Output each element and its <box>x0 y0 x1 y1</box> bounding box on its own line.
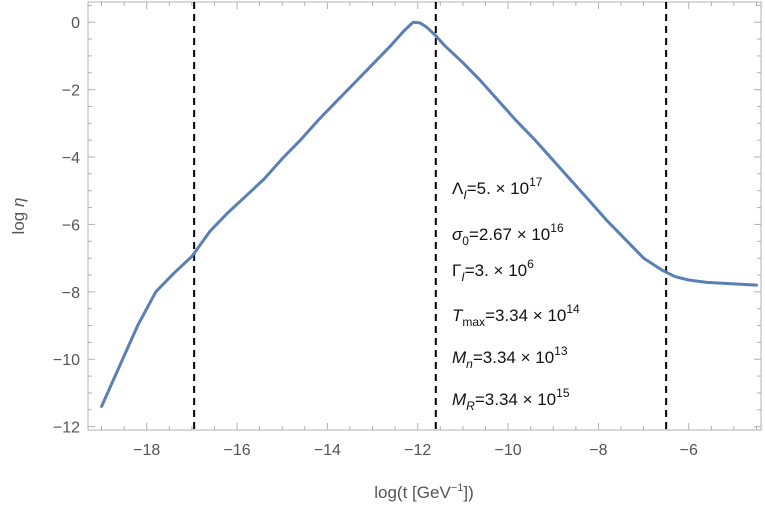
y-tick-label: −2 <box>62 83 80 100</box>
annotation-mr: MR=3.34 × 1015 <box>452 386 570 413</box>
x-tick-label: −6 <box>680 442 698 459</box>
annotation-lambda: ΛI=5. × 1017 <box>452 175 543 202</box>
y-tick-label: −10 <box>53 352 80 369</box>
x-tick-label: −18 <box>133 442 160 459</box>
parameter-annotations: ΛI=5. × 1017 σ0=2.67 × 1016 ΓI=3. × 106 … <box>452 175 580 413</box>
y-tick-label: −4 <box>62 150 80 167</box>
x-tick-label: −14 <box>314 442 341 459</box>
x-tick-label: −12 <box>404 442 431 459</box>
y-tick-label: −8 <box>62 285 80 302</box>
x-tick-label: −8 <box>589 442 607 459</box>
x-tick-label: −10 <box>494 442 521 459</box>
annotation-tmax: Tmax=3.34 × 1014 <box>452 302 580 329</box>
x-tick-labels: −18 −16 −14 −12 −10 −8 −6 <box>133 442 698 459</box>
tick-marks <box>88 2 761 430</box>
y-tick-labels: 0 −2 −4 −6 −8 −10 −12 <box>53 15 80 436</box>
series-group <box>100 20 758 408</box>
annotation-gamma: ΓI=3. × 106 <box>452 257 534 284</box>
reference-lines <box>193 2 668 430</box>
y-tick-label: 0 <box>71 15 80 32</box>
y-tick-label: −6 <box>62 217 80 234</box>
series-line <box>100 20 758 408</box>
x-axis-title: log(t [GeV−1]) <box>374 482 473 502</box>
annotation-sigma: σ0=2.67 × 1016 <box>452 221 564 248</box>
x-tick-label: −16 <box>223 442 250 459</box>
y-tick-label: −12 <box>53 420 80 437</box>
y-axis-title: log η <box>9 198 28 235</box>
annotation-mn: Mn=3.34 × 1013 <box>452 344 568 371</box>
plot-frame <box>87 1 762 431</box>
